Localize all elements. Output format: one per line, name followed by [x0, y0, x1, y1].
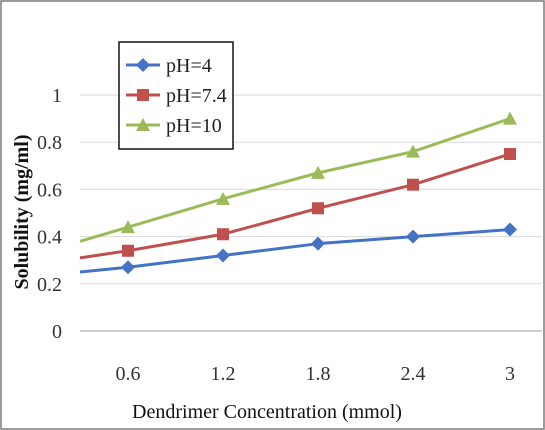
legend-marker: [136, 58, 150, 72]
legend: pH=4 pH=7.4 pH=10: [118, 41, 234, 150]
data-point: [121, 220, 135, 234]
series-layer: [79, 111, 517, 275]
x-axis-title: Dendrimer Concentration (mmol): [132, 401, 402, 423]
y-axis-title: Solubility (mg/ml): [11, 134, 33, 289]
data-point: [504, 148, 516, 160]
x-tick-label: 1.8: [306, 363, 331, 385]
data-point: [217, 228, 229, 241]
series-pH=10: [79, 111, 517, 243]
legend-marker: [137, 89, 149, 101]
x-tick-label: 1.2: [211, 363, 236, 385]
data-point: [121, 260, 135, 275]
y-tick-label: 0.8: [37, 132, 62, 154]
legend-entry: pH=10: [126, 115, 222, 137]
data-point: [216, 191, 230, 205]
y-tick-label: 0: [52, 321, 62, 343]
legend-label: pH=7.4: [166, 85, 227, 107]
data-point: [122, 244, 134, 257]
data-point: [503, 111, 517, 125]
legend-label: pH=10: [166, 115, 222, 137]
x-tick-label: 0.6: [116, 363, 141, 385]
legend-marker: [136, 118, 150, 131]
legend-label: pH=4: [166, 55, 212, 77]
data-point: [311, 236, 325, 251]
data-point: [503, 222, 517, 237]
y-tick-label: 1: [52, 85, 62, 107]
legend-entry: pH=7.4: [126, 85, 227, 107]
y-tick-label: 0.6: [37, 179, 62, 201]
y-tick-label: 0.2: [37, 274, 62, 296]
data-point: [312, 202, 324, 215]
y-tick-label: 0.4: [37, 227, 62, 249]
series-line: [79, 228, 511, 274]
tick-labels: 0 0.2 0.4 0.6 0.8 1 0.6 1.2 1.8 2.4 3: [37, 85, 515, 385]
series-line: [79, 117, 511, 243]
series-pH=4: [79, 222, 517, 275]
legend-entry: pH=4: [126, 55, 212, 77]
x-tick-label: 3: [505, 363, 515, 385]
data-point: [406, 229, 420, 244]
series-pH=7.4: [79, 148, 516, 260]
x-tick-label: 2.4: [401, 363, 426, 385]
data-point: [407, 178, 419, 191]
series-line: [79, 152, 511, 260]
data-point: [406, 144, 420, 158]
data-point: [216, 248, 230, 263]
data-point: [311, 165, 325, 179]
